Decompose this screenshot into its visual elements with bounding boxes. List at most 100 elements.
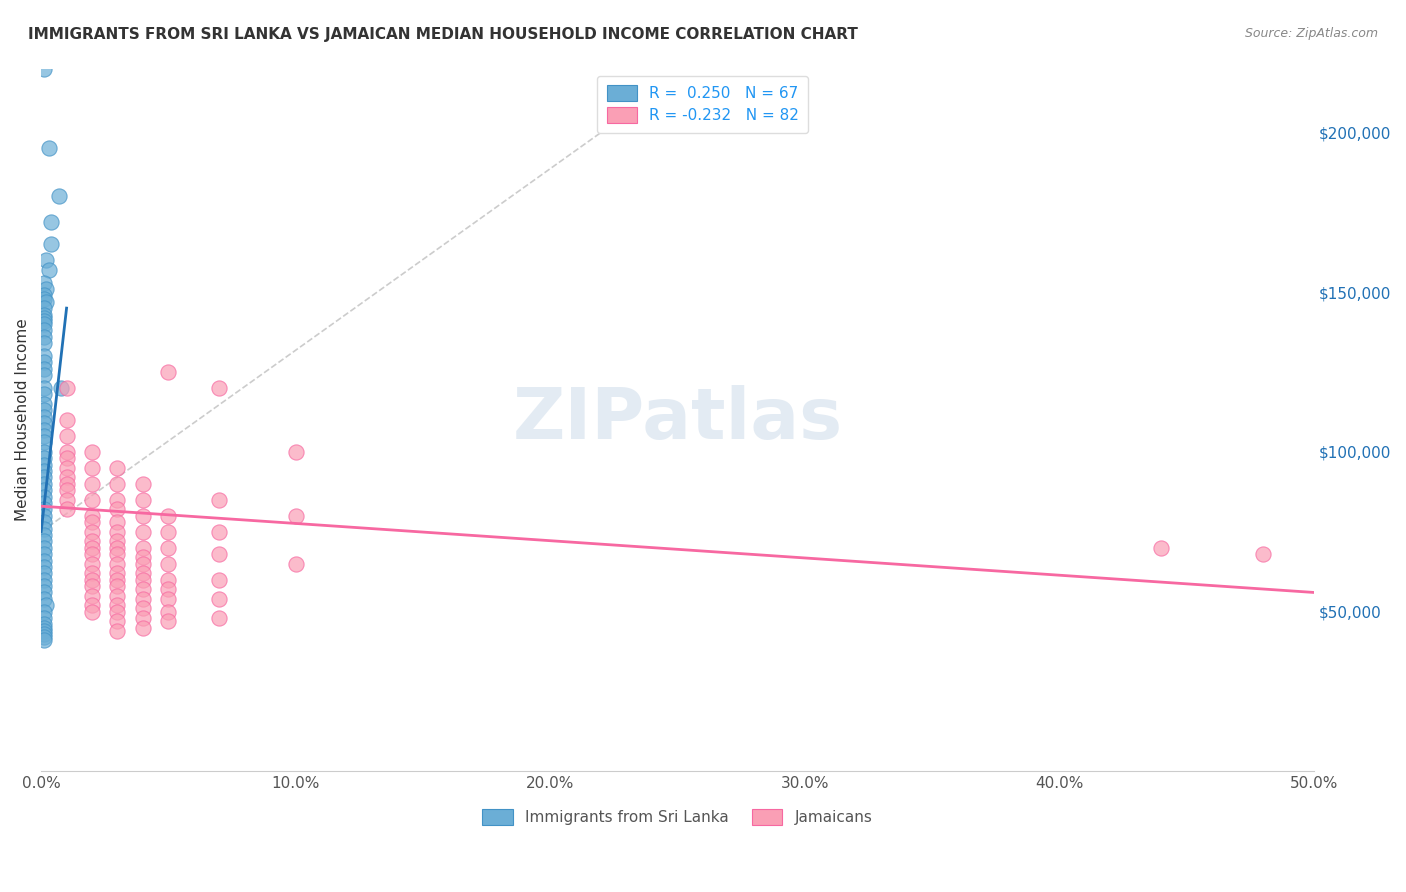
Point [32, 508, 55, 523]
Point [132, 601, 155, 615]
Point [32, 553, 55, 567]
Point [35, 253, 58, 268]
Point [157, 605, 180, 619]
Point [32, 547, 55, 561]
Point [32, 429, 55, 443]
Point [284, 557, 307, 571]
Point [80, 566, 103, 581]
Point [32, 490, 55, 504]
Point [32, 522, 55, 536]
Point [32, 573, 55, 587]
Point [132, 476, 155, 491]
Point [107, 461, 129, 475]
Point [132, 582, 155, 597]
Point [32, 605, 55, 619]
Point [107, 502, 129, 516]
Point [32, 621, 55, 635]
Point [32, 349, 55, 363]
Point [32, 276, 55, 290]
Point [55, 502, 77, 516]
Point [132, 492, 155, 507]
Point [107, 524, 129, 539]
Point [80, 534, 103, 549]
Point [32, 355, 55, 369]
Point [55, 483, 77, 498]
Point [80, 589, 103, 603]
Point [32, 611, 55, 625]
Point [208, 573, 231, 587]
Point [80, 524, 103, 539]
Point [157, 557, 180, 571]
Point [208, 524, 231, 539]
Point [32, 627, 55, 641]
Point [107, 624, 129, 638]
Point [157, 573, 180, 587]
Point [132, 541, 155, 555]
Point [107, 579, 129, 593]
Point [55, 445, 77, 459]
Point [55, 492, 77, 507]
Point [208, 381, 231, 395]
Point [80, 547, 103, 561]
Point [32, 397, 55, 411]
Point [35, 599, 58, 613]
Point [80, 476, 103, 491]
Point [32, 361, 55, 376]
Point [80, 461, 103, 475]
Point [55, 381, 77, 395]
Point [1251, 547, 1274, 561]
Point [80, 579, 103, 593]
Point [32, 534, 55, 549]
Point [80, 445, 103, 459]
Point [39, 237, 62, 252]
Point [32, 566, 55, 581]
Point [55, 413, 77, 427]
Point [32, 496, 55, 510]
Point [208, 492, 231, 507]
Point [32, 476, 55, 491]
Point [132, 591, 155, 606]
Point [32, 336, 55, 351]
Point [55, 451, 77, 466]
Point [208, 547, 231, 561]
Point [157, 582, 180, 597]
Point [157, 365, 180, 379]
Point [208, 591, 231, 606]
Point [55, 476, 77, 491]
Point [132, 611, 155, 625]
Point [55, 429, 77, 443]
Point [32, 308, 55, 322]
Point [32, 445, 55, 459]
Point [107, 476, 129, 491]
Point [208, 611, 231, 625]
Point [32, 458, 55, 472]
Point [32, 451, 55, 466]
Point [80, 605, 103, 619]
Point [284, 508, 307, 523]
Y-axis label: Median Household Income: Median Household Income [15, 318, 30, 521]
Point [32, 502, 55, 516]
Point [107, 534, 129, 549]
Point [107, 599, 129, 613]
Point [38, 262, 60, 277]
Point [39, 215, 62, 229]
Point [107, 589, 129, 603]
Point [32, 617, 55, 632]
Point [132, 557, 155, 571]
Point [157, 541, 180, 555]
Point [35, 294, 58, 309]
Point [35, 282, 58, 296]
Point [32, 323, 55, 337]
Point [32, 317, 55, 331]
Point [157, 591, 180, 606]
Point [107, 515, 129, 529]
Point [80, 557, 103, 571]
Point [157, 614, 180, 628]
Point [32, 62, 55, 76]
Point [32, 330, 55, 344]
Text: Source: ZipAtlas.com: Source: ZipAtlas.com [1244, 27, 1378, 40]
Point [32, 541, 55, 555]
Point [80, 515, 103, 529]
Point [80, 508, 103, 523]
Point [32, 301, 55, 315]
